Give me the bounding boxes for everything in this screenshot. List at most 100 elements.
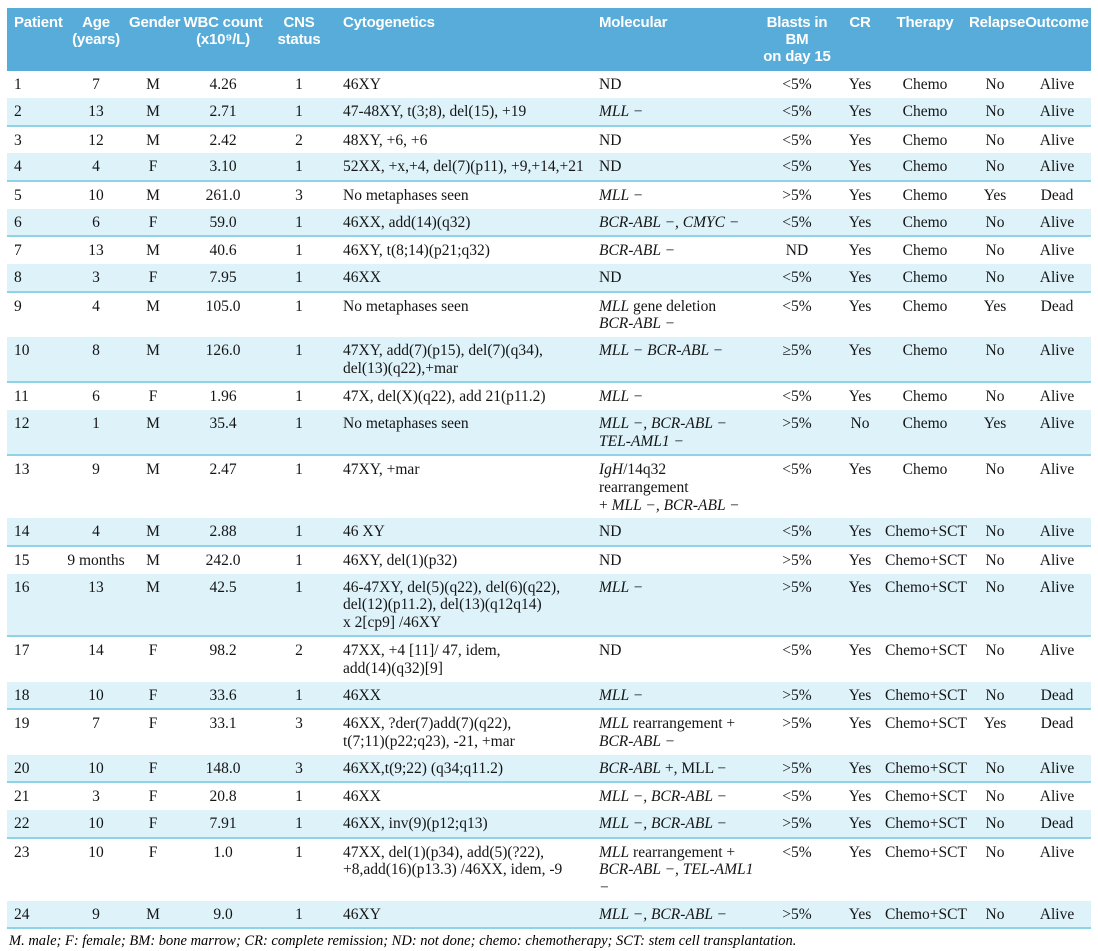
text-segment: del(13)(q22),+mar [343, 359, 459, 377]
cell-therapy: Chemo [883, 208, 967, 237]
cell-wbc: 35.4 [179, 409, 267, 456]
text-segment: Yes [848, 131, 872, 149]
cell-gender: F [127, 754, 179, 783]
cell-relapse: No [967, 153, 1023, 182]
text-segment: 5 [14, 187, 22, 205]
text-segment: Chemo [902, 341, 948, 359]
cell-patient: 6 [7, 208, 65, 237]
text-segment: No [985, 341, 1005, 359]
cell-cns: 1 [267, 263, 331, 292]
text-segment: Chemo [902, 414, 948, 432]
gene-name-italic: BCR-ABL − [599, 315, 676, 333]
cell-cr: No [837, 409, 883, 456]
cell-cr: Yes [837, 126, 883, 154]
text-segment: 1 [295, 158, 303, 176]
cell-patient: 7 [7, 236, 65, 264]
text-segment: gene deletion [629, 297, 717, 315]
cell-therapy: Chemo+SCT [883, 681, 967, 710]
text-segment: 1 [295, 686, 303, 704]
cell-patient: 8 [7, 263, 65, 292]
cell-blasts: >5% [757, 810, 837, 838]
cell-age: 10 [65, 754, 127, 783]
cell-patient: 13 [7, 455, 65, 518]
text-segment: Yes [848, 578, 872, 596]
text-segment: 11 [14, 388, 29, 406]
text-segment: 13 [88, 103, 104, 121]
text-segment: Yes [848, 642, 872, 660]
text-segment: Chemo+SCT [885, 551, 967, 569]
cell-age: 8 [65, 336, 127, 383]
gene-name-italic: BCR-ABL −, TEL-AML1 − [599, 861, 754, 897]
cell-cytogenetics: 46XX, ?der(7)add(7)(q22), t(7;11)(p22;q23… [331, 709, 587, 754]
text-segment: 3 [92, 268, 100, 286]
text-segment: Yes [848, 341, 872, 359]
cell-patient: 15 [7, 546, 65, 574]
text-segment: M [146, 414, 160, 432]
cell-gender: M [127, 98, 179, 126]
text-segment: No [850, 414, 870, 432]
cell-gender: F [127, 263, 179, 292]
table-row-14: 14 4 M 2.88 1 46 XY ND <5% Yes Chemo+SCT No Alive [7, 518, 1091, 546]
cell-therapy: Chemo [883, 236, 967, 264]
text-segment: 10 [88, 686, 104, 704]
cell-molecular: IgH/14q32 rearrangement + MLL −, BCR-ABL … [587, 455, 757, 518]
cell-wbc: 20.8 [179, 782, 267, 810]
cell-gender: F [127, 382, 179, 410]
cell-blasts: <5% [757, 153, 837, 182]
cell-wbc: 105.0 [179, 292, 267, 337]
cell-molecular: BCR-ABL +, MLL − [587, 754, 757, 783]
cell-wbc: 59.0 [179, 208, 267, 237]
cell-relapse: No [967, 546, 1023, 574]
text-segment: Chemo+SCT [885, 815, 967, 833]
text-segment: 23 [14, 843, 30, 861]
cell-therapy: Chemo+SCT [883, 546, 967, 574]
cell-cns: 1 [267, 573, 331, 637]
cell-patient: 16 [7, 573, 65, 637]
text-segment: 2.71 [209, 103, 237, 121]
cell-patient: 1 [7, 71, 65, 98]
text-segment: No [985, 268, 1005, 286]
cell-gender: M [127, 71, 179, 98]
text-segment: 105.0 [205, 297, 241, 315]
cell-cytogenetics: 46XY, del(1)(p32) [331, 546, 587, 574]
text-segment: Yes [848, 759, 872, 777]
text-segment: 46XY, del(1)(p32) [343, 551, 458, 569]
cell-outcome: Dead [1023, 681, 1091, 710]
cell-age: 6 [65, 208, 127, 237]
cell-blasts: >5% [757, 900, 837, 929]
text-segment: M [146, 297, 160, 315]
text-segment: Alive [1039, 341, 1075, 359]
cell-relapse: No [967, 838, 1023, 901]
cell-outcome: Alive [1023, 71, 1091, 98]
text-segment: Alive [1039, 213, 1075, 231]
text-segment: Chemo+SCT [885, 905, 967, 923]
cell-patient: 21 [7, 782, 65, 810]
gene-name-italic: MLL −, BCR-ABL − [599, 788, 728, 806]
cell-cytogenetics: 46 XY [331, 518, 587, 546]
cell-age: 10 [65, 181, 127, 209]
cell-outcome: Alive [1023, 208, 1091, 237]
cell-cns: 3 [267, 754, 331, 783]
text-segment: Patient [14, 14, 63, 31]
text-segment: 46XX,t(9;22) (q34;q11.2) [343, 759, 504, 777]
cell-gender: M [127, 292, 179, 337]
text-segment: 47X, del(X)(q22), add 21(p11.2) [343, 388, 546, 406]
text-segment: Chemo [902, 187, 948, 205]
cell-relapse: No [967, 336, 1023, 383]
text-segment: Outcome [1025, 14, 1089, 31]
text-segment: M [146, 461, 160, 479]
text-segment: 47-48XY, t(3;8), del(15), +19 [343, 103, 527, 121]
text-segment: Gender [129, 14, 181, 31]
text-segment: 1 [295, 414, 303, 432]
cell-outcome: Alive [1023, 782, 1091, 810]
column-header-age: Age (years) [65, 8, 127, 72]
cell-therapy: Chemo+SCT [883, 900, 967, 929]
cell-wbc: 33.6 [179, 681, 267, 710]
cell-age: 10 [65, 838, 127, 901]
cell-gender: M [127, 455, 179, 518]
cell-gender: M [127, 518, 179, 546]
cell-cytogenetics: 46XX [331, 263, 587, 292]
cell-outcome: Alive [1023, 455, 1091, 518]
text-segment: 1 [295, 578, 303, 596]
cell-gender: F [127, 838, 179, 901]
